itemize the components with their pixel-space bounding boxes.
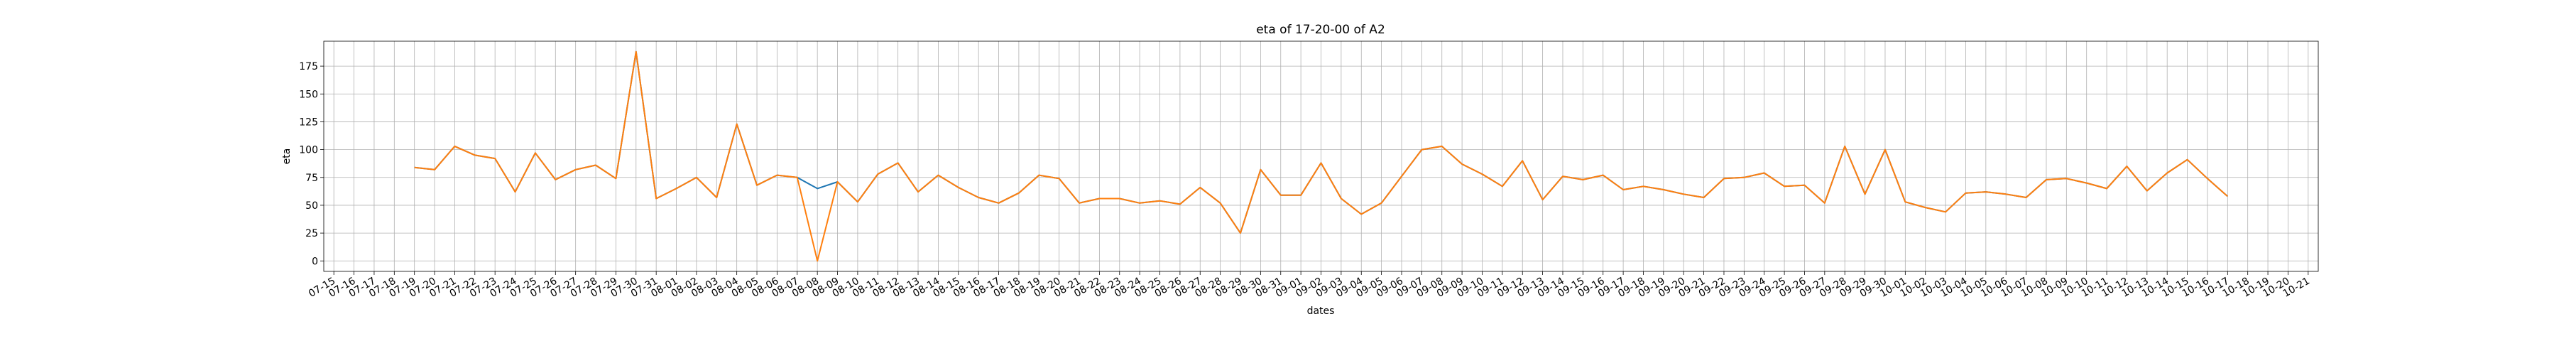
chart-title: eta of 17-20-00 of A2	[1256, 23, 1385, 37]
y-tick-label: 150	[299, 89, 318, 100]
y-axis-label: eta	[281, 148, 293, 165]
y-tick-label: 50	[305, 200, 318, 212]
y-tick-label: 75	[305, 173, 318, 184]
y-tick-label: 0	[312, 256, 318, 267]
x-axis-label: dates	[1307, 305, 1335, 317]
y-tick-label: 175	[299, 61, 318, 72]
y-tick-label: 25	[305, 228, 318, 239]
plot-frame	[323, 40, 2319, 272]
series-line	[414, 50, 2228, 262]
y-tick-label: 125	[299, 117, 318, 128]
y-tick-label: 100	[299, 145, 318, 156]
